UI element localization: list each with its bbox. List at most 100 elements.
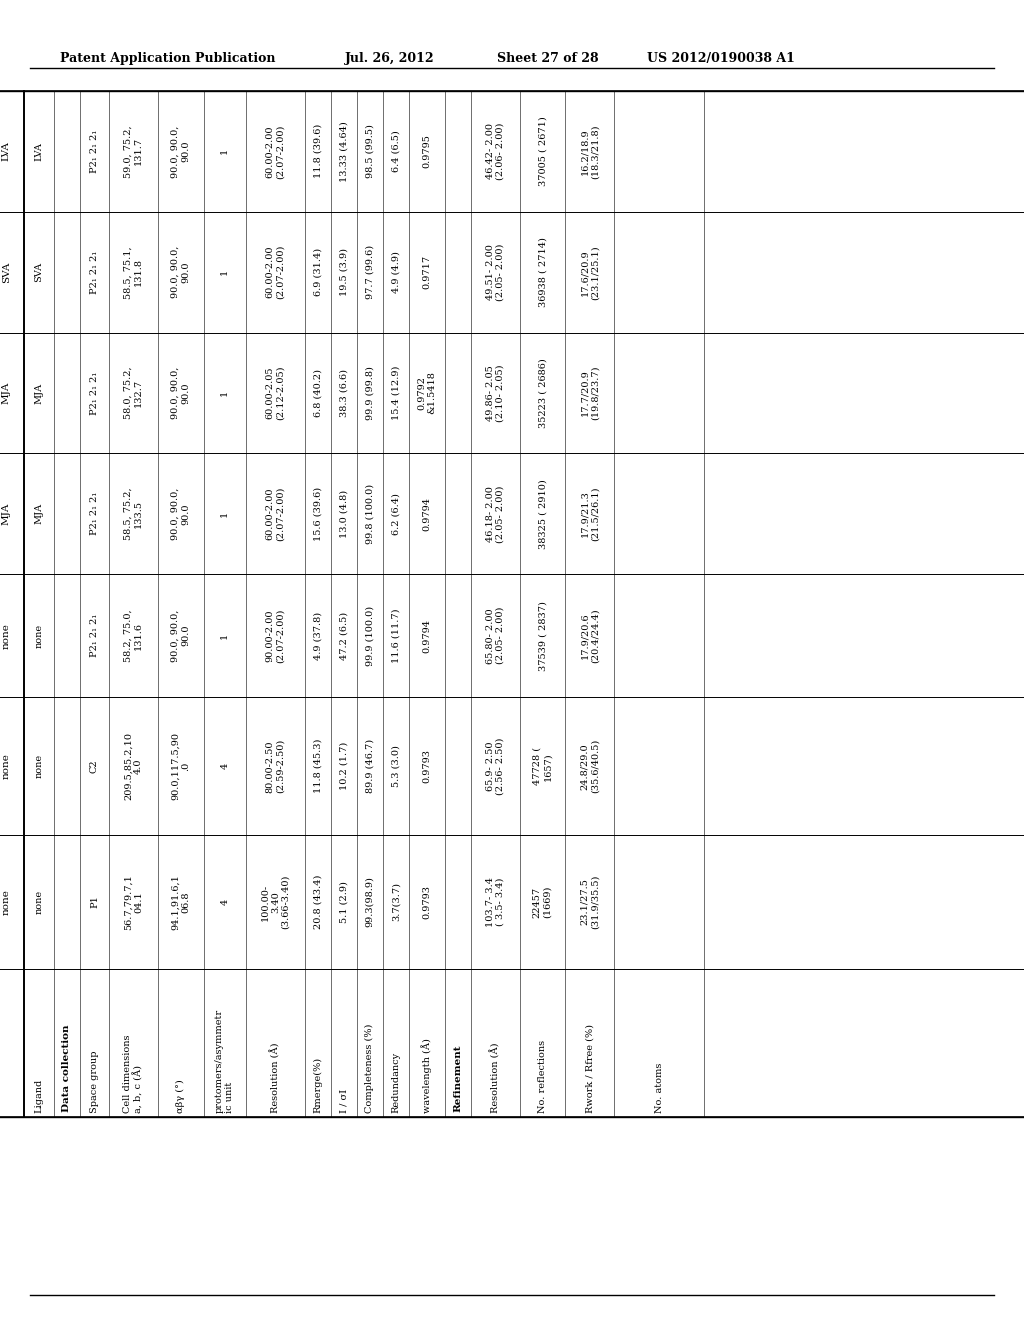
Text: 20.8 (43.4): 20.8 (43.4) [313,875,323,929]
Text: SVA: SVA [2,261,11,282]
Text: 1: 1 [220,511,229,517]
Text: 0.9793: 0.9793 [422,884,431,919]
Text: Redundancy: Redundancy [391,1052,400,1113]
Text: Resolution (Å): Resolution (Å) [270,1043,281,1113]
Text: MJA: MJA [2,503,11,525]
Text: 0.9794: 0.9794 [422,496,431,531]
Text: SVA: SVA [35,263,43,282]
Text: 4.9 (4.9): 4.9 (4.9) [391,251,400,293]
Text: Sheet 27 of 28: Sheet 27 of 28 [497,51,599,65]
Text: US 2012/0190038 A1: US 2012/0190038 A1 [647,51,795,65]
Text: 90.0, 90.0,
90.0: 90.0, 90.0, 90.0 [171,487,190,540]
Text: 24.8/29.0
(35.6/40.5): 24.8/29.0 (35.6/40.5) [581,739,599,793]
Text: 58.5, 75.2,
133.5: 58.5, 75.2, 133.5 [124,487,143,540]
Text: 90.0,117.5,90
.0: 90.0,117.5,90 .0 [171,733,190,800]
Text: 16.2/18.9
(18.3/21.8): 16.2/18.9 (18.3/21.8) [581,124,599,178]
Text: P2₁ 2₁ 2₁: P2₁ 2₁ 2₁ [90,251,99,294]
Text: C2: C2 [90,759,99,774]
Text: 6.4 (6.5): 6.4 (6.5) [391,131,400,172]
Text: 90.0, 90.0,
90.0: 90.0, 90.0, 90.0 [171,367,190,420]
Text: Ligand: Ligand [35,1078,43,1113]
Text: 15.6 (39.6): 15.6 (39.6) [313,487,323,541]
Text: 60.00-2.00
(2.07-2.00): 60.00-2.00 (2.07-2.00) [265,487,285,541]
Text: 17.9/20.6
(20.4/24.4): 17.9/20.6 (20.4/24.4) [581,609,599,663]
Text: 90.0, 90.0,
90.0: 90.0, 90.0, 90.0 [171,610,190,661]
Text: Jul. 26, 2012: Jul. 26, 2012 [345,51,434,65]
Text: 97.7 (99.6): 97.7 (99.6) [366,246,375,300]
Text: 37005 ( 2671): 37005 ( 2671) [538,116,547,186]
Text: 35223 ( 2686): 35223 ( 2686) [538,358,547,428]
Text: 58.5, 75.1,
131.8: 58.5, 75.1, 131.8 [124,246,143,298]
Text: 100.00-
3.40
(3.66-3.40): 100.00- 3.40 (3.66-3.40) [260,875,290,929]
Text: 10.2 (1.7): 10.2 (1.7) [339,742,348,791]
Text: 90.0, 90.0,
90.0: 90.0, 90.0, 90.0 [171,125,190,178]
Text: P2₁ 2₁ 2₁: P2₁ 2₁ 2₁ [90,129,99,173]
Text: P2₁ 2₁ 2₁: P2₁ 2₁ 2₁ [90,371,99,414]
Text: 65.9- 2.50
(2.56- 2.50): 65.9- 2.50 (2.56- 2.50) [485,738,505,795]
Text: 94.1,91.6,1
06.8: 94.1,91.6,1 06.8 [171,874,190,929]
Text: 46.42- 2.00
(2.06- 2.00): 46.42- 2.00 (2.06- 2.00) [485,123,505,180]
Text: Refinement: Refinement [454,1044,462,1111]
Text: 6.9 (31.4): 6.9 (31.4) [313,248,323,296]
Text: 17.7/20.9
(19.8/23.7): 17.7/20.9 (19.8/23.7) [581,366,599,420]
Text: P2₁ 2₁ 2₁: P2₁ 2₁ 2₁ [90,492,99,536]
Text: LVA: LVA [35,143,43,161]
Text: αβγ (°): αβγ (°) [176,1080,185,1113]
Text: Data collection: Data collection [62,1024,72,1111]
Text: none: none [35,623,43,648]
Text: wavelength (Å): wavelength (Å) [422,1038,432,1113]
Text: 38.3 (6.6): 38.3 (6.6) [339,370,348,417]
Text: 3.7(3.7): 3.7(3.7) [391,883,400,921]
Text: LVA: LVA [2,141,11,161]
Text: 15.4 (12.9): 15.4 (12.9) [391,366,400,420]
Text: 4: 4 [220,763,229,770]
Text: 1: 1 [220,269,229,276]
Text: 6.2 (6.4): 6.2 (6.4) [391,492,400,535]
Text: 38325 ( 2910): 38325 ( 2910) [538,479,547,549]
Text: 58.2, 75.0,
131.6: 58.2, 75.0, 131.6 [124,610,143,663]
Text: 49.86- 2.05
(2.10- 2.05): 49.86- 2.05 (2.10- 2.05) [485,364,505,422]
Text: Resolution (Å): Resolution (Å) [490,1043,501,1113]
Text: none: none [35,890,43,913]
Text: 4: 4 [220,899,229,906]
Text: 47.2 (6.5): 47.2 (6.5) [339,611,348,660]
Text: 46.18- 2.00
(2.05- 2.00): 46.18- 2.00 (2.05- 2.00) [485,486,505,543]
Text: 13.33 (4.64): 13.33 (4.64) [339,121,348,182]
Text: 59.0, 75.2,
131.7: 59.0, 75.2, 131.7 [124,125,143,178]
Text: none: none [35,754,43,779]
Text: No. reflections: No. reflections [538,1040,547,1113]
Text: 37539 ( 2837): 37539 ( 2837) [538,601,547,671]
Text: 90.00-2.00
(2.07-2.00): 90.00-2.00 (2.07-2.00) [265,609,285,663]
Text: MJA: MJA [35,383,43,404]
Text: 89.9 (46.7): 89.9 (46.7) [366,739,375,793]
Text: I / σI: I / σI [339,1089,348,1113]
Text: 0.9795: 0.9795 [422,135,431,169]
Text: 65.80- 2.00
(2.05- 2.00): 65.80- 2.00 (2.05- 2.00) [485,607,505,664]
Text: 17.9/21.3
(21.5/26.1): 17.9/21.3 (21.5/26.1) [581,487,599,541]
Text: 99.9 (100.0): 99.9 (100.0) [366,606,375,665]
Text: 49.51- 2.00
(2.05- 2.00): 49.51- 2.00 (2.05- 2.00) [485,243,505,301]
Text: none: none [2,890,11,915]
Text: 0.9792
&1.5418: 0.9792 &1.5418 [417,372,436,414]
Text: 99.9 (99.8): 99.9 (99.8) [366,366,375,420]
Text: 17.6/20.9
(23.1/25.1): 17.6/20.9 (23.1/25.1) [581,246,599,300]
Text: 11.8 (39.6): 11.8 (39.6) [313,124,323,178]
Text: 0.9794: 0.9794 [422,619,431,652]
Text: 1: 1 [220,148,229,154]
Text: 11.8 (45.3): 11.8 (45.3) [313,739,323,793]
Text: 5.1 (2.9): 5.1 (2.9) [339,880,348,923]
Text: Space group: Space group [90,1051,99,1113]
Text: 60.00-2.00
(2.07-2.00): 60.00-2.00 (2.07-2.00) [265,246,285,300]
Text: Patent Application Publication: Patent Application Publication [60,51,275,65]
Text: MJA: MJA [2,381,11,404]
Text: 99.3(98.9): 99.3(98.9) [366,876,375,928]
Text: 103.7- 3.4
( 3.5- 3.4): 103.7- 3.4 ( 3.5- 3.4) [485,876,505,927]
Text: 5.3 (3.0): 5.3 (3.0) [391,746,400,787]
Text: 22457
(1669): 22457 (1669) [532,886,552,919]
Text: P2₁ 2₁ 2₁: P2₁ 2₁ 2₁ [90,614,99,657]
Text: 13.0 (4.8): 13.0 (4.8) [339,490,348,539]
Text: 47728 (
1657): 47728 ( 1657) [532,747,552,785]
Text: 98.5 (99.5): 98.5 (99.5) [366,124,375,178]
Text: 23.1/27.5
(31.9/35.5): 23.1/27.5 (31.9/35.5) [581,875,599,929]
Text: MJA: MJA [35,503,43,524]
